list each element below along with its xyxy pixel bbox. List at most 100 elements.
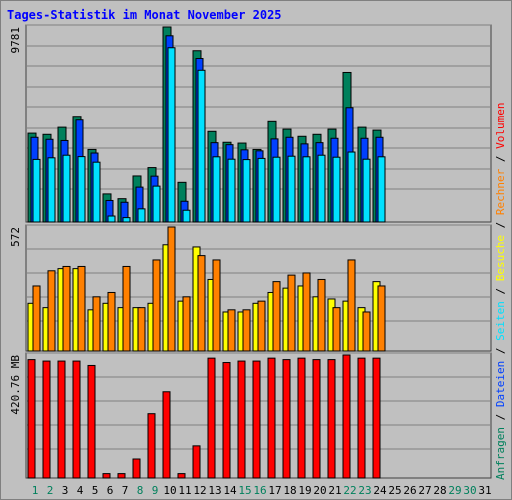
bar-rechner-day-19 [302,272,311,352]
bar-volumen-day-3 [57,360,66,479]
x-tick-day-22: 22 [343,484,356,497]
legend-item-2: Dateien [494,361,507,414]
bar-seiten-day-18 [287,155,296,223]
bar-volumen-day-4 [72,360,81,479]
x-tick-day-14: 14 [223,484,237,497]
x-tick-day-4: 4 [77,484,84,497]
bar-volumen-day-13 [207,357,216,479]
bar-rechner-day-12 [197,255,206,352]
bar-volumen-day-2 [42,360,51,479]
x-tick-day-27: 27 [418,484,431,497]
x-tick-day-10: 10 [163,484,176,497]
bar-rechner-day-10 [167,226,176,352]
bar-volumen-day-17 [267,357,276,479]
x-tick-day-20: 20 [313,484,326,497]
bar-rechner-day-6 [107,291,116,352]
bar-rechner-day-3 [62,265,71,352]
bar-rechner-day-13 [212,259,221,352]
legend-item-10: Volumen [494,102,507,155]
legend-item-1: / [494,414,507,427]
x-tick-day-7: 7 [122,484,129,497]
bar-seiten-day-11 [182,209,191,223]
chart-title: Tages-Statistik im Monat November 2025 [7,8,282,22]
bar-seiten-day-13 [212,156,221,223]
x-tick-day-24: 24 [373,484,387,497]
bar-rechner-day-1 [32,285,41,352]
bar-rechner-day-24 [377,285,386,352]
bar-seiten-day-19 [302,156,311,223]
legend-item-9: / [494,155,507,168]
bar-seiten-day-21 [332,156,341,223]
x-tick-day-29: 29 [448,484,461,497]
legend-item-0: Anfragen [494,427,507,480]
bar-rechner-day-9 [152,259,161,352]
x-tick-day-26: 26 [403,484,416,497]
bar-volumen-day-24 [372,357,381,479]
bar-rechner-day-8 [137,307,146,352]
x-tick-day-5: 5 [92,484,99,497]
x-tick-day-21: 21 [328,484,341,497]
bar-seiten-day-5 [92,161,101,223]
bar-rechner-day-20 [317,278,326,352]
x-tick-day-1: 1 [32,484,39,497]
bar-volumen-day-5 [87,364,96,479]
x-tick-day-19: 19 [298,484,311,497]
y-max-label-volume: 420.76 MB [9,355,22,415]
bar-seiten-day-16 [257,157,266,223]
bar-volumen-day-20 [312,359,321,479]
bar-rechner-day-22 [347,259,356,352]
bar-volumen-day-22 [342,354,351,479]
x-tick-day-30: 30 [463,484,476,497]
bar-rechner-day-16 [257,300,266,352]
bar-volumen-day-18 [282,359,291,479]
legend-item-5: / [494,288,507,301]
bar-seiten-day-3 [62,154,71,223]
x-tick-day-25: 25 [388,484,401,497]
bar-volumen-day-9 [147,413,156,479]
bar-seiten-day-6 [107,215,116,223]
x-tick-day-13: 13 [208,484,221,497]
x-tick-day-23: 23 [358,484,371,497]
legend-item-4: Seiten [494,301,507,347]
bar-rechner-day-14 [227,309,236,352]
bar-volumen-day-6 [102,473,111,479]
bar-rechner-day-18 [287,274,296,352]
x-tick-day-28: 28 [433,484,446,497]
bar-volumen-day-11 [177,473,186,479]
bar-volumen-day-21 [327,359,336,479]
bar-seiten-day-7 [122,217,131,223]
bar-rechner-day-4 [77,265,86,352]
bar-seiten-day-12 [197,69,206,223]
legend-item-7: / [494,222,507,235]
bar-volumen-day-16 [252,360,261,479]
bar-rechner-day-2 [47,270,56,352]
bar-seiten-day-15 [242,159,251,223]
x-tick-day-2: 2 [47,484,54,497]
bar-seiten-day-8 [137,208,146,223]
x-tick-day-8: 8 [137,484,144,497]
x-tick-day-6: 6 [107,484,114,497]
bar-seiten-day-23 [362,158,371,223]
bar-rechner-day-11 [182,296,191,352]
x-tick-day-18: 18 [283,484,296,497]
bar-volumen-day-10 [162,391,171,479]
bar-volumen-day-19 [297,357,306,479]
bar-seiten-day-9 [152,185,161,223]
bar-seiten-day-22 [347,151,356,223]
panel-visits: 572 [9,224,492,352]
bar-seiten-day-1 [32,158,41,223]
legend-item-3: / [494,348,507,361]
bar-seiten-day-4 [77,156,86,223]
x-tick-day-11: 11 [178,484,191,497]
y-max-label-visits: 572 [9,227,22,247]
panel-volume: 420.76 MB [9,352,492,479]
x-tick-day-12: 12 [193,484,206,497]
panel-hits: 9781 [9,24,492,223]
bar-rechner-day-21 [332,307,341,352]
bar-seiten-day-17 [272,156,281,223]
bar-rechner-day-7 [122,265,131,352]
bar-seiten-day-14 [227,158,236,223]
x-axis-tick-labels: 1 2 3 4 5 6 7 8 9 10 11 12 13 14 15 16 17 18 19 20 21 22 23 24 2… [32,484,492,497]
bar-rechner-day-15 [242,309,251,352]
